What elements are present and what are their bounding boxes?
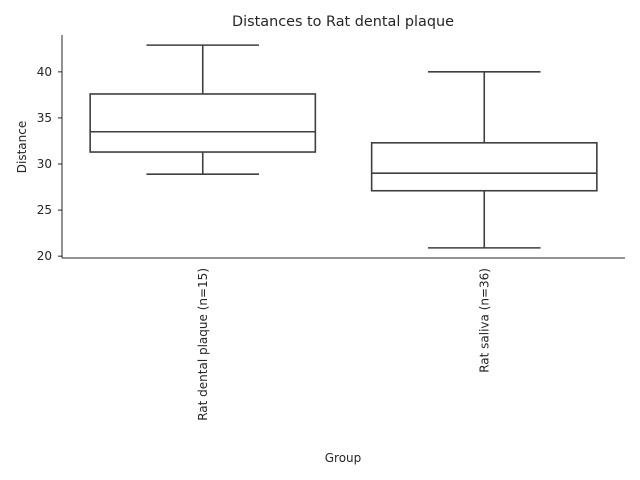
y-tick-label: 25 bbox=[37, 203, 52, 217]
x-axis-label: Group bbox=[325, 451, 362, 465]
y-tick-label: 20 bbox=[37, 249, 52, 263]
iqr-box bbox=[89, 93, 317, 153]
box-group bbox=[89, 44, 598, 249]
x-tick-label: Rat saliva (n=36) bbox=[477, 268, 491, 373]
box-2 bbox=[370, 71, 598, 249]
x-axis-ticks: Rat dental plaque (n=15) Rat saliva (n=36… bbox=[196, 268, 492, 421]
y-axis-ticks: 20 25 30 35 40 bbox=[37, 65, 62, 263]
box-1 bbox=[89, 44, 317, 175]
y-tick-label: 35 bbox=[37, 111, 52, 125]
x-tick-label: Rat dental plaque (n=15) bbox=[196, 268, 210, 421]
chart-title: Distances to Rat dental plaque bbox=[232, 14, 454, 30]
y-tick-label: 30 bbox=[37, 157, 52, 171]
y-tick-label: 40 bbox=[37, 65, 52, 79]
y-axis-label: Distance bbox=[15, 121, 29, 173]
iqr-box bbox=[370, 142, 598, 192]
